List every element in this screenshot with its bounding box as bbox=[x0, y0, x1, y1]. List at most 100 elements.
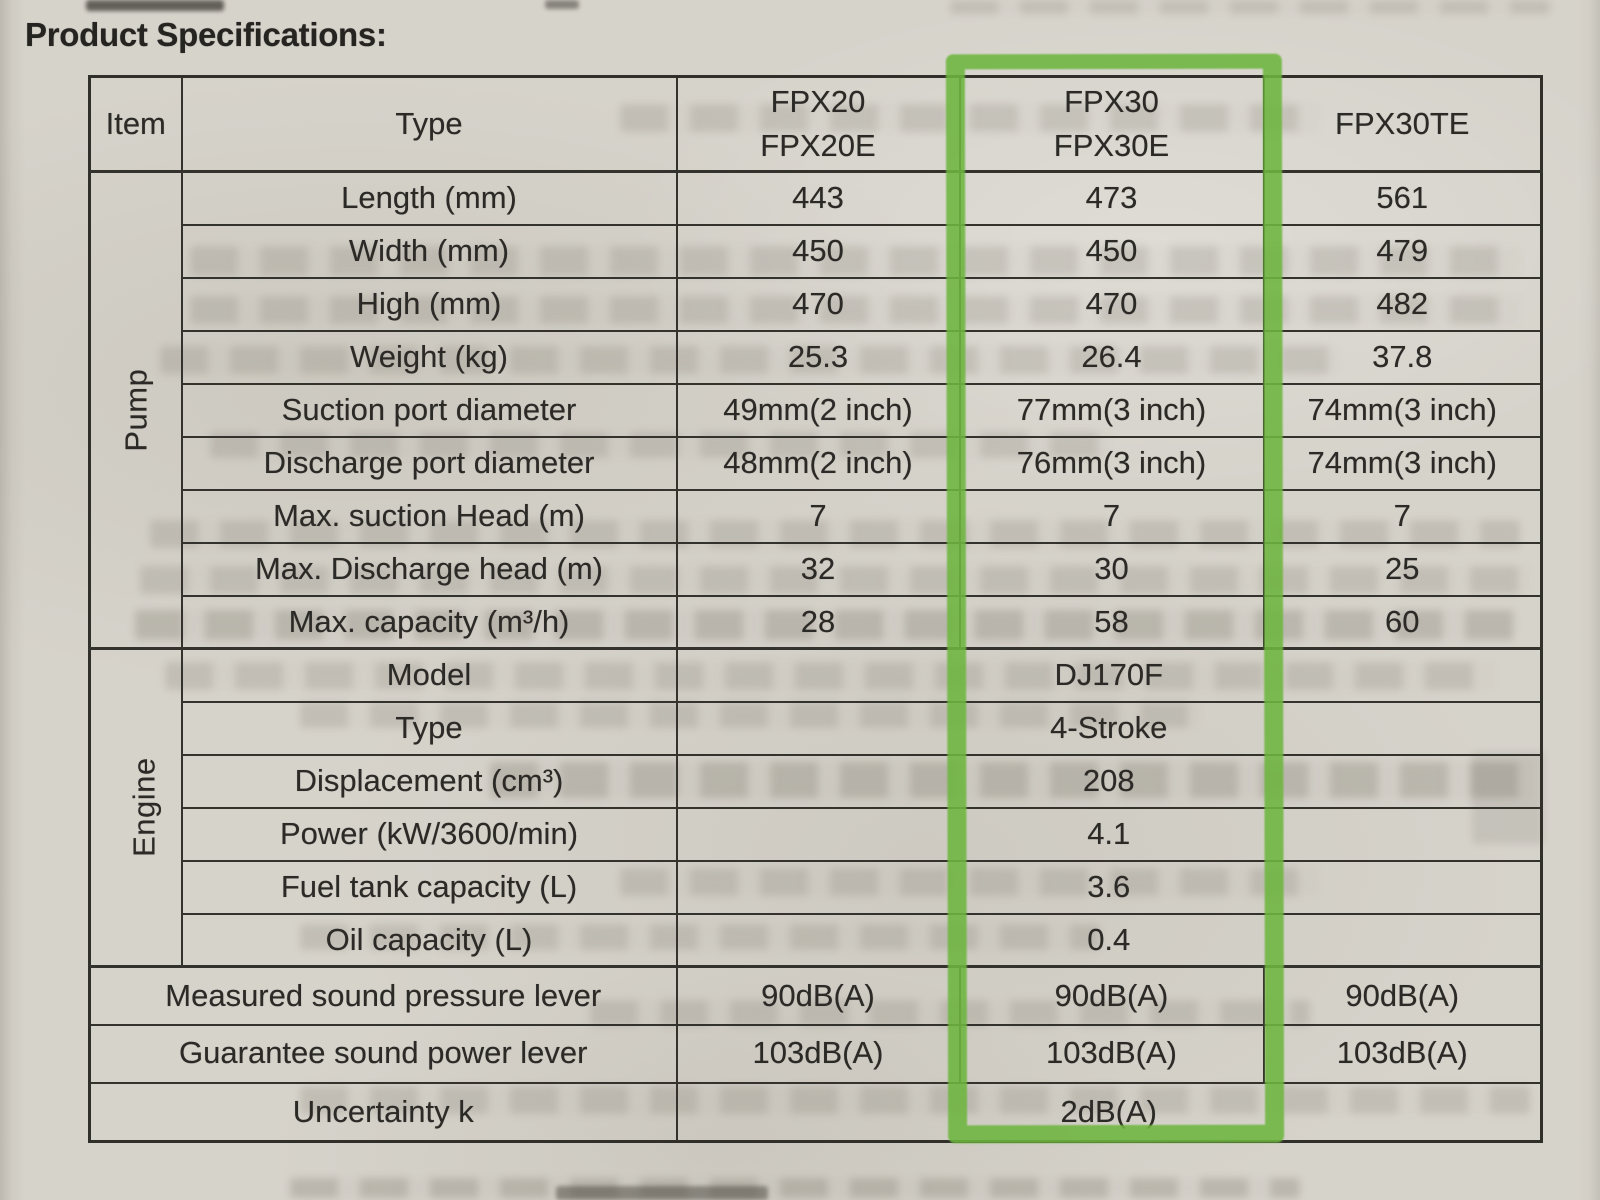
header-fpx30-cell: FPX30 FPX30E bbox=[958, 75, 1265, 173]
row-label: Max. Discharge head (m) bbox=[180, 541, 678, 597]
row-label: Guarantee sound power lever bbox=[88, 1023, 678, 1084]
value-fpx30: 103dB(A) bbox=[958, 1023, 1265, 1084]
value-fpx20: 450 bbox=[675, 223, 961, 279]
value-fpx30: 7 bbox=[958, 488, 1265, 544]
spec-row-high: High (mm) 470 470 482 bbox=[90, 276, 1543, 332]
spec-row-max-capacity: Max. capacity (m³/h) 28 58 60 bbox=[90, 594, 1543, 650]
row-label: Fuel tank capacity (L) bbox=[180, 859, 678, 915]
spec-row-power: Power (kW/3600/min) 4.1 bbox=[90, 806, 1543, 862]
section-label-engine: Engine bbox=[88, 647, 183, 968]
value-fpx30te: 90dB(A) bbox=[1262, 965, 1543, 1026]
spec-row-discharge-port: Discharge port diameter 48mm(2 inch) 76m… bbox=[90, 435, 1543, 491]
table-header-row: Item Type FPX20 FPX20E FPX30 FPX30E FPX3… bbox=[88, 75, 1543, 173]
header-fpx30te-cell: FPX30TE bbox=[1262, 75, 1543, 173]
value-fpx20: 103dB(A) bbox=[675, 1023, 961, 1084]
spec-row-engine-model: Engine Model DJ170F bbox=[88, 647, 1543, 968]
row-label: Measured sound pressure lever bbox=[88, 965, 678, 1026]
value-fpx20: 32 bbox=[675, 541, 961, 597]
value-fpx30: 30 bbox=[958, 541, 1265, 597]
row-label: Power (kW/3600/min) bbox=[180, 806, 678, 862]
row-label: Weight (kg) bbox=[180, 329, 678, 385]
value-all-models: 0.4 bbox=[675, 912, 1543, 968]
value-fpx30te: 25 bbox=[1262, 541, 1543, 597]
row-label: Displacement (cm³) bbox=[180, 753, 678, 809]
spec-row-max-discharge-head: Max. Discharge head (m) 32 30 25 bbox=[90, 541, 1543, 597]
value-fpx30: 450 bbox=[958, 223, 1265, 279]
value-fpx20: 25.3 bbox=[675, 329, 961, 385]
value-fpx20: 470 bbox=[675, 276, 961, 332]
spec-row-displacement: Displacement (cm³) 208 bbox=[90, 753, 1543, 809]
model-name-line: FPX30E bbox=[1053, 128, 1170, 163]
row-label: Suction port diameter bbox=[180, 382, 678, 438]
highlighter-annotation-fpx30-column bbox=[945, 53, 1285, 1144]
value-fpx30: 76mm(3 inch) bbox=[958, 435, 1265, 491]
value-all-models: 3.6 bbox=[675, 859, 1543, 915]
header-item-cell: Item bbox=[88, 75, 183, 173]
spec-row-weight: Weight (kg) 25.3 26.4 37.8 bbox=[90, 329, 1543, 385]
header-fpx20-cell: FPX20 FPX20E bbox=[675, 75, 961, 173]
value-fpx20: 443 bbox=[675, 170, 961, 226]
scan-smudge bbox=[545, 0, 579, 9]
value-fpx30: 58 bbox=[958, 594, 1265, 650]
row-label: Max. suction Head (m) bbox=[180, 488, 678, 544]
value-fpx30te: 37.8 bbox=[1262, 329, 1543, 385]
value-fpx30te: 74mm(3 inch) bbox=[1262, 435, 1543, 491]
model-name-line: FPX30 bbox=[1064, 83, 1159, 119]
value-fpx30te: 103dB(A) bbox=[1262, 1023, 1543, 1084]
product-specifications-table: Item Type FPX20 FPX20E FPX30 FPX30E FPX3… bbox=[88, 75, 1543, 1143]
row-label: Type bbox=[180, 700, 678, 756]
value-fpx30te: 7 bbox=[1262, 488, 1543, 544]
row-label: Max. capacity (m³/h) bbox=[180, 594, 678, 650]
header-type-cell: Type bbox=[180, 75, 678, 173]
model-name-line: FPX20 bbox=[770, 83, 866, 119]
value-fpx30: 473 bbox=[958, 170, 1265, 226]
value-fpx30te: 482 bbox=[1262, 276, 1543, 332]
value-all-models: DJ170F bbox=[675, 647, 1543, 703]
value-fpx30te: 74mm(3 inch) bbox=[1262, 382, 1543, 438]
spec-row-engine-type: Type 4-Stroke bbox=[90, 700, 1543, 756]
value-all-models: 2dB(A) bbox=[675, 1081, 1543, 1143]
row-label: Width (mm) bbox=[180, 223, 678, 279]
row-label: Discharge port diameter bbox=[180, 435, 678, 491]
engine-section-label: Engine bbox=[126, 757, 162, 858]
row-label: Model bbox=[180, 647, 678, 703]
model-name-line: FPX20E bbox=[760, 128, 876, 163]
row-label: Uncertainty k bbox=[88, 1081, 678, 1143]
value-fpx30: 90dB(A) bbox=[958, 965, 1265, 1026]
value-fpx20: 48mm(2 inch) bbox=[675, 435, 961, 491]
value-fpx30te: 479 bbox=[1262, 223, 1543, 279]
scan-smudge bbox=[556, 1186, 768, 1200]
row-label: Oil capacity (L) bbox=[180, 912, 678, 968]
value-fpx30te: 60 bbox=[1262, 594, 1543, 650]
value-fpx30: 77mm(3 inch) bbox=[958, 382, 1265, 438]
spec-row-suction-port: Suction port diameter 49mm(2 inch) 77mm(… bbox=[90, 382, 1543, 438]
value-fpx20: 49mm(2 inch) bbox=[675, 382, 961, 438]
value-fpx30: 26.4 bbox=[958, 329, 1265, 385]
spec-row-length: Pump Length (mm) 443 473 561 bbox=[88, 170, 1543, 650]
spec-row-max-suction-head: Max. suction Head (m) 7 7 7 bbox=[90, 488, 1543, 544]
value-fpx20: 28 bbox=[675, 594, 961, 650]
scan-smudge bbox=[86, 0, 224, 11]
value-fpx30: 470 bbox=[958, 276, 1265, 332]
value-fpx20: 7 bbox=[675, 488, 961, 544]
value-all-models: 4-Stroke bbox=[675, 700, 1543, 756]
spec-row-oil-capacity: Oil capacity (L) 0.4 bbox=[90, 912, 1543, 968]
spec-row-fuel-tank: Fuel tank capacity (L) 3.6 bbox=[90, 859, 1543, 915]
spec-row-uncertainty: Uncertainty k 2dB(A) bbox=[88, 1081, 1543, 1143]
value-fpx20: 90dB(A) bbox=[675, 965, 961, 1026]
section-label-pump: Pump bbox=[88, 170, 183, 650]
spec-row-width: Width (mm) 450 450 479 bbox=[90, 223, 1543, 279]
bleed-through-artifact bbox=[950, 0, 1550, 14]
model-name-line: FPX30TE bbox=[1335, 105, 1470, 141]
row-label: High (mm) bbox=[180, 276, 678, 332]
row-label: Length (mm) bbox=[180, 170, 678, 226]
pump-section-label: Pump bbox=[118, 368, 154, 452]
value-fpx30te: 561 bbox=[1262, 170, 1543, 226]
bleed-through-artifact bbox=[290, 1178, 1300, 1198]
spec-row-sound-power: Guarantee sound power lever 103dB(A) 103… bbox=[88, 1023, 1543, 1084]
page-title: Product Specifications: bbox=[25, 16, 387, 53]
value-all-models: 4.1 bbox=[675, 806, 1543, 862]
spec-row-sound-pressure: Measured sound pressure lever 90dB(A) 90… bbox=[88, 965, 1543, 1026]
value-all-models: 208 bbox=[675, 753, 1543, 809]
